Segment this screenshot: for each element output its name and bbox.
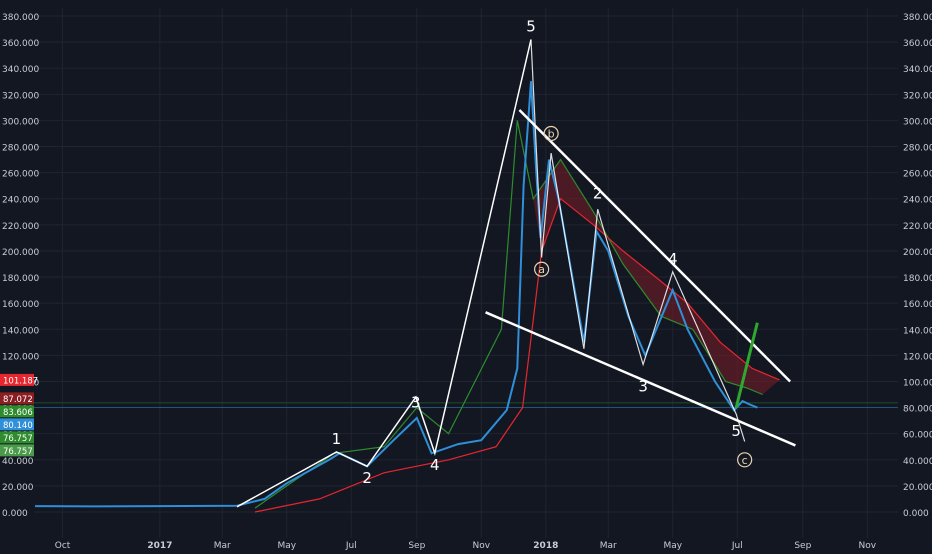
- price-tag-label: 80.140: [3, 421, 33, 431]
- wave-label: 5: [526, 17, 536, 35]
- green-sma-line: [254, 120, 763, 509]
- wave-label-circle: [534, 261, 550, 277]
- y-tick-label-left: 0.000: [2, 509, 28, 519]
- y-tick-label-left: 340.000: [2, 65, 39, 75]
- y-tick-label-right: 80.000: [903, 405, 932, 415]
- y-tick-label-left: 360.000: [2, 39, 39, 49]
- y-tick-label-right: 120.000: [903, 352, 932, 362]
- x-tick-label: Sep: [794, 541, 811, 550]
- cloud-band: [533, 159, 780, 395]
- y-tick-label-right: 380.000: [903, 13, 932, 23]
- grid: [34, 8, 898, 538]
- price-tag-label: 87.072: [3, 395, 33, 405]
- projection-line: [734, 322, 759, 408]
- wave-label: a: [538, 263, 545, 276]
- price-tag: [0, 392, 34, 405]
- wave-label: 2: [593, 185, 603, 203]
- wave-label: 3: [411, 393, 421, 411]
- y-tick-label-right: 140.000: [903, 326, 932, 336]
- y-tick-label-left: 240.000: [2, 196, 39, 206]
- price-tag: [0, 405, 34, 418]
- price-tag-label: 76.757: [3, 434, 33, 444]
- ichimoku-cloud: [533, 159, 780, 395]
- wave-label-circle: [737, 452, 753, 468]
- price-tag-label: 101.187: [3, 376, 38, 386]
- y-tick-label-right: 280.000: [903, 144, 932, 154]
- y-tick-label-right: 360.000: [903, 39, 932, 49]
- red-sma-line: [254, 197, 780, 513]
- x-tick-label: Nov: [473, 541, 491, 550]
- y-tick-label-left: 180.000: [2, 274, 39, 284]
- y-tick-label-left: 280.000: [2, 144, 39, 154]
- price-line: [35, 81, 758, 508]
- wave-labels: 1 2 3 4 5 b a 2 3 4 5 c: [332, 17, 753, 487]
- wave-label: b: [548, 127, 555, 140]
- y-tick-label-left: 260.000: [2, 170, 39, 180]
- wave-label: 4: [430, 456, 440, 474]
- x-tick-label: Mar: [214, 541, 231, 550]
- y-tick-label-left: 20.000: [2, 483, 34, 493]
- y-tick-label-right: 300.000: [903, 117, 932, 127]
- upper-trend-line: [518, 109, 792, 383]
- corrective-wave-path: [530, 39, 746, 442]
- x-tick-label: Nov: [859, 541, 877, 550]
- y-tick-label-left: 120.000: [2, 352, 39, 362]
- x-tick-label: May: [663, 541, 682, 550]
- y-tick-label-left: 320.000: [2, 91, 39, 101]
- y-tick-label-left: 300.000: [2, 117, 39, 127]
- x-tick-label: May: [277, 541, 296, 550]
- y-tick-label-right: 60.000: [903, 431, 932, 441]
- price-tag: [0, 373, 34, 386]
- wave-label: 1: [332, 430, 342, 448]
- lower-trend-line: [485, 311, 796, 447]
- y-tick-label-right: 220.000: [903, 222, 932, 232]
- y-tick-label-left: 140.000: [2, 326, 39, 336]
- y-tick-label-left: 200.000: [2, 248, 39, 258]
- y-tick-label-right: 20.000: [903, 483, 932, 493]
- y-tick-label-right: 100.000: [903, 378, 932, 388]
- x-tick-label: 2018: [533, 541, 558, 550]
- x-tick-label: 2017: [147, 541, 172, 550]
- price-tag-label: 76.757: [3, 447, 33, 457]
- y-tick-label-right: 40.000: [903, 457, 932, 467]
- y-tick-label-right: 180.000: [903, 274, 932, 284]
- y-tick-label-right: 260.000: [903, 170, 932, 180]
- price-tag-label: 83.606: [3, 408, 33, 418]
- wave-label: 4: [668, 250, 678, 268]
- y-tick-label-right: 0.000: [903, 509, 929, 519]
- price-series: [35, 81, 780, 513]
- x-tick-label: Oct: [55, 541, 71, 550]
- y-tick-label-right: 200.000: [903, 248, 932, 258]
- wave-lines: [236, 39, 796, 508]
- y-tick-label-left: 220.000: [2, 222, 39, 232]
- price-tag: [0, 444, 34, 457]
- y-tick-label-right: 160.000: [903, 300, 932, 310]
- y-tick-label-right: 340.000: [903, 65, 932, 75]
- x-tick-label: Sep: [408, 541, 425, 550]
- y-tick-label-left: 160.000: [2, 300, 39, 310]
- wave-label: 5: [731, 422, 741, 440]
- x-tick-label: Mar: [600, 541, 617, 550]
- y-tick-label-left: 40.000: [2, 457, 34, 467]
- y-tick-label-right: 320.000: [903, 91, 932, 101]
- wave-label: 2: [362, 469, 372, 487]
- wave-label: 3: [638, 378, 648, 396]
- price-tag: [0, 431, 34, 444]
- x-tick-label: Jul: [731, 541, 743, 550]
- y-tick-label-right: 240.000: [903, 196, 932, 206]
- impulse-wave-path: [236, 39, 532, 508]
- y-tick-label-left: 380.000: [2, 13, 39, 23]
- wave-label-circle: [543, 125, 559, 142]
- x-tick-label: Jul: [345, 541, 357, 550]
- axes: 0.000 0.000 20.000 20.000 40.000 40.000 60.000…: [0, 13, 932, 551]
- price-tag: [0, 418, 34, 431]
- wave-label: c: [742, 454, 748, 467]
